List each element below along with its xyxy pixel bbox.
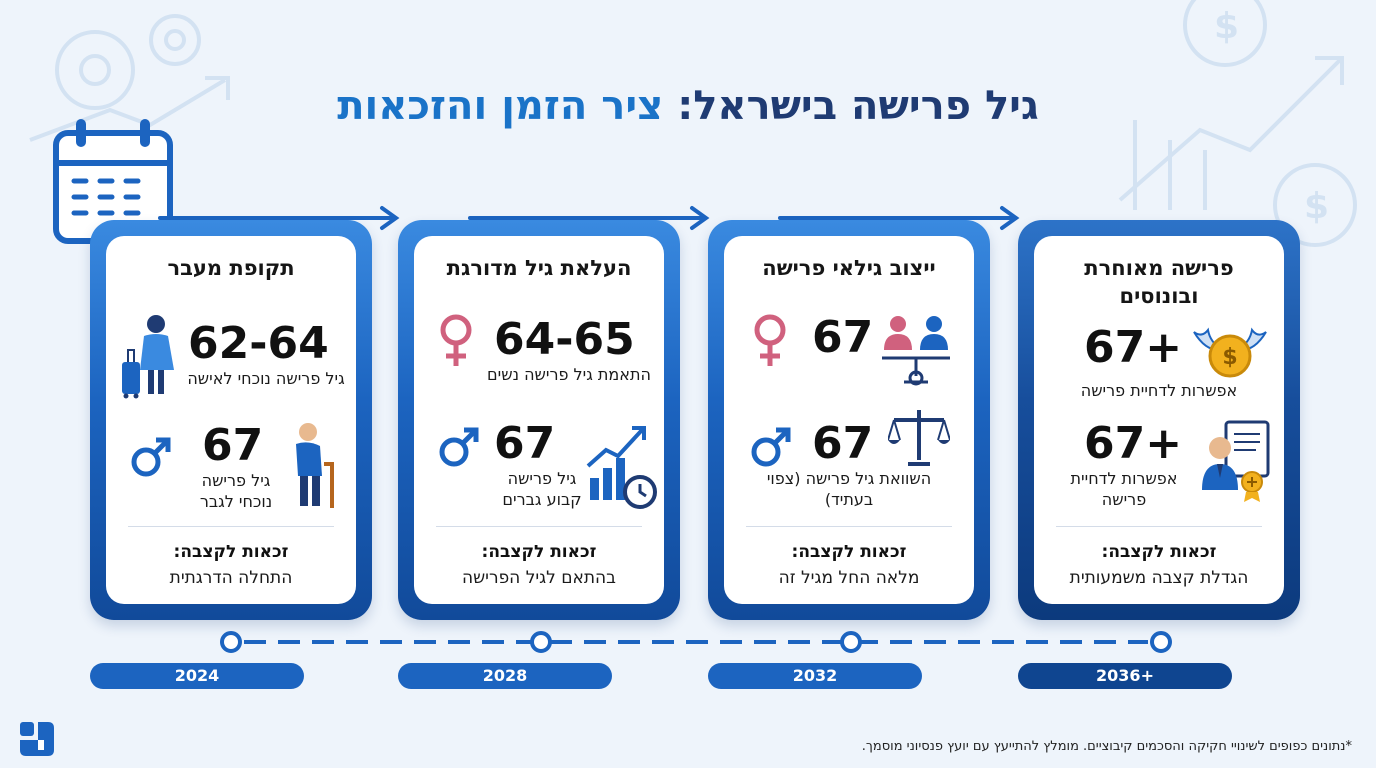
card-2032: ייצוב גילאי פרישה 67 67 השוואת גיל פרישה…: [708, 220, 990, 620]
benefit-value: הגדלת קצבה משמעותית: [1069, 568, 1249, 588]
age-desc-women: התאמת גיל פרישה נשים: [487, 365, 651, 384]
male-symbol-icon: [751, 427, 791, 467]
timeline-track: [220, 631, 1172, 653]
age-value-men: 67: [812, 418, 874, 469]
card-title: ייצוב גילאי פרישה: [762, 256, 936, 280]
growth-chart-clock-icon: [586, 426, 657, 509]
divider: [436, 526, 642, 527]
woman-traveler-icon: [122, 315, 174, 399]
couple-balance-icon: [882, 316, 950, 386]
card-2036-body: פרישה מאוחרת ובונוסים 67+ $ אפשרות לדחיי…: [1034, 236, 1284, 604]
divider: [746, 526, 952, 527]
divider: [1056, 526, 1262, 527]
age-value-1: 67+: [1084, 322, 1183, 373]
age-value-men: 67: [202, 420, 264, 471]
age-desc-men: השוואת גיל פרישה (צפוי בעתיד): [766, 469, 932, 509]
divider: [128, 526, 334, 527]
scales-icon: [888, 410, 950, 466]
calendar-icon: [53, 119, 173, 244]
year-label-2028: 2028: [398, 663, 612, 689]
age-value-women: 67: [812, 312, 874, 363]
card-2024: תקופת מעבר 62-64 גיל פרישה נוכחי לאישה 6…: [90, 220, 372, 620]
benefit-value: מלאה החל מגיל זה: [778, 568, 920, 588]
age-desc-men: גיל פרישה נוכחי לגבר: [199, 471, 273, 511]
benefit-value: בהתאם לגיל הפרישה: [462, 568, 616, 588]
svg-text:$: $: [1214, 6, 1239, 47]
card-2032-body: ייצוב גילאי פרישה 67 67 השוואת גיל פרישה…: [724, 236, 974, 604]
card-2028-body: העלאת גיל מדורגת 64-65 התאמת גיל פרישה נ…: [414, 236, 664, 604]
benefit-label: זכאות לקצבה:: [1101, 542, 1217, 562]
timeline-arrows: [158, 206, 1020, 230]
age-value-men: 67: [494, 418, 556, 469]
year-label-2024: 2024: [90, 663, 304, 689]
card-title: תקופת מעבר: [167, 256, 295, 280]
age-value-women: 62-64: [188, 318, 329, 369]
age-desc-women: גיל פרישה נוכחי לאישה: [187, 369, 345, 388]
year-label-2032: 2032: [708, 663, 922, 689]
benefit-label: זכאות לקצבה:: [791, 542, 907, 562]
option-desc-1: אפשרות לדחיית פרישה: [1080, 381, 1238, 400]
footnote: *נתונים כפופים לשינויי חקיקה והסכמים קיב…: [861, 739, 1352, 754]
age-value-2: 67+: [1084, 418, 1183, 469]
benefit-label: זכאות לקצבה:: [173, 542, 289, 562]
page-title: גיל פרישה בישראל: ציר הזמן והזכאות: [0, 78, 1376, 134]
card-2036: פרישה מאוחרת ובונוסים 67+ $ אפשרות לדחיי…: [1018, 220, 1300, 620]
svg-text:$: $: [1222, 345, 1237, 370]
option-desc-2: אפשרות לדחיית פרישה: [1070, 469, 1178, 509]
title-part-2: ציר הזמן והזכאות: [337, 83, 664, 129]
male-symbol-icon: [439, 427, 479, 467]
brand-logo-icon: [20, 722, 54, 756]
female-symbol-icon: [754, 314, 786, 366]
card-title: פרישה מאוחרת ובונוסים: [1084, 256, 1234, 308]
winged-coin-icon: $: [1193, 327, 1267, 378]
benefit-label: זכאות לקצבה:: [481, 542, 597, 562]
benefit-value: התחלה הדרגתית: [169, 568, 293, 588]
title-part-1: גיל פרישה בישראל:: [677, 83, 1039, 129]
age-desc-men: גיל פרישה קבוע גברים: [502, 469, 582, 509]
female-symbol-icon: [440, 314, 472, 366]
businessman-document-icon: [1202, 420, 1270, 502]
male-symbol-icon: [131, 437, 171, 477]
age-value-women: 64-65: [494, 314, 635, 365]
card-2028: העלאת גיל מדורגת 64-65 התאמת גיל פרישה נ…: [398, 220, 680, 620]
elderly-man-cane-icon: [296, 423, 334, 508]
card-2024-body: תקופת מעבר 62-64 גיל פרישה נוכחי לאישה 6…: [106, 236, 356, 604]
card-title: העלאת גיל מדורגת: [446, 256, 632, 280]
year-label-2036: 2036+: [1018, 663, 1232, 689]
